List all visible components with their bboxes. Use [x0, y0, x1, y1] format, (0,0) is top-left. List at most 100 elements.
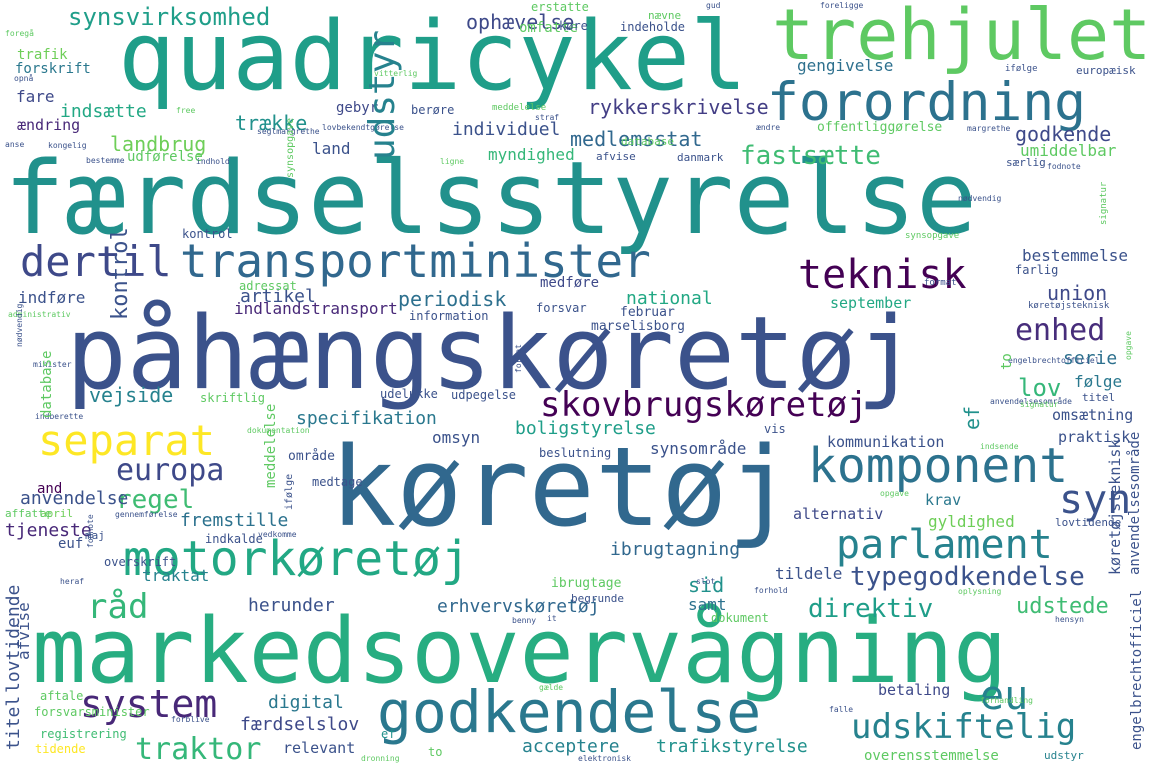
word-parlament: parlament	[836, 522, 1053, 568]
word-udstede: udstede	[1016, 594, 1109, 619]
word-straf: kongelig	[48, 141, 87, 150]
word-indsende: ændre	[756, 123, 781, 132]
word-erstatte: erstatte	[531, 0, 589, 14]
word-indlandstransport: indlandstransport	[234, 299, 398, 318]
word-indhold: slot	[696, 577, 716, 586]
word-fodnote: ef	[381, 727, 396, 741]
word-national: national	[626, 288, 713, 309]
word-anvendelsesomraade: særlig	[1006, 156, 1046, 169]
word-naad: minister	[33, 360, 72, 369]
word-medlemsstat: medlemsstat	[570, 127, 703, 151]
word-trehjulet: trehjulet	[772, 0, 1152, 76]
word-betaling: betaling	[878, 681, 951, 699]
word-udelukke: udelukke	[380, 387, 438, 401]
word-forsvarsminister: farlig	[1015, 263, 1059, 277]
word-kommunikation: kommunikation	[827, 433, 945, 451]
word-tjeneste: tjeneste	[5, 520, 92, 541]
word-kraft: heraf	[60, 577, 85, 586]
word-vedkomme: foregå	[5, 29, 34, 38]
word-erhvervskoeretoej: erhvervskøretøj	[437, 596, 600, 617]
word-anvendelse: anvendelse	[20, 488, 129, 509]
word-herunder: herunder	[248, 595, 335, 616]
word-affatte: meddelelse	[263, 403, 279, 488]
word-forhold: database	[621, 135, 674, 148]
word-ibrugtage: ibrugtage	[551, 576, 622, 591]
word-komme: straf	[535, 113, 560, 122]
word-koeretoejsteknisk: engelbrechtofficiel	[1129, 589, 1145, 750]
word-dokumentation: elektronisk	[578, 754, 631, 763]
word-bestemmelse: bestemmelse	[1022, 246, 1128, 265]
word-gyldighed: gyldighed	[928, 512, 1015, 531]
word-alternativ: alternativ	[793, 505, 884, 523]
word-system: system	[80, 682, 218, 726]
word-oplysning: afvise	[596, 150, 636, 163]
word-udskiftelig: udskiftelig	[851, 707, 1077, 747]
word-februar: februar	[620, 305, 675, 320]
word-afvise: forsvarsminister	[34, 705, 150, 719]
word-gennemfoerelse-top: opnå	[14, 74, 34, 83]
word-april: database	[39, 350, 55, 418]
word-signatur: udstyr	[1044, 749, 1084, 762]
word-ifoelge: to	[428, 745, 443, 759]
word-koeretoej: køretøj	[330, 423, 794, 551]
word-faerdselsstyrelse: færdselsstyrelse	[4, 139, 977, 257]
word-dertil: dertil	[20, 237, 172, 286]
word-paahaengskoeretoej: påhængskøretøj	[66, 294, 918, 412]
word-gaelde: format	[924, 278, 957, 288]
word-indberette: dronning	[361, 754, 400, 763]
word-forsvar: forsvar	[536, 301, 587, 315]
word-vitterlig: lovbekendtgørelse	[322, 123, 404, 132]
word-marselisborg: marselisborg	[591, 319, 685, 334]
word-forskrift: forskrift	[15, 61, 91, 77]
word-europaeisk: europæisk	[1076, 64, 1136, 77]
word-skovbrugskoeretoej: skovbrugskøretøj	[540, 385, 868, 425]
word-and: and	[37, 481, 63, 497]
word-beslutning: beslutning	[539, 446, 612, 460]
word-traktor: traktor	[135, 732, 262, 767]
word-trafikstyrelse: trafikstyrelse	[656, 736, 808, 757]
word-landbrug: landbrug	[110, 132, 207, 156]
word-bede: fodnote	[1047, 162, 1081, 171]
word-gods: fodnote	[86, 514, 95, 548]
word-opgave: lovtidende	[1055, 516, 1122, 529]
word-specifikation: specifikation	[296, 408, 437, 429]
word-beroere: berøre	[411, 103, 455, 117]
word-motorkoeretoej: motorkøretøj	[123, 531, 470, 587]
word-trafik: trafik	[17, 47, 68, 63]
word-seglmargrethe: it	[547, 614, 557, 623]
word-dansk: vedkomme	[258, 530, 297, 539]
word-relevant: relevant	[283, 739, 356, 757]
word-tilgaengelig: gud	[706, 1, 721, 10]
word-tidende: ef	[960, 405, 984, 430]
word-praktisk: praktisk	[1058, 428, 1131, 446]
word-forblive: synsopgave	[905, 231, 960, 241]
word-begrunde: begrunde	[571, 592, 624, 605]
word-typegodkendelse: typegodkendelse	[850, 562, 1085, 592]
word-separat: separat	[38, 416, 216, 465]
word-forordning: forordning	[767, 72, 1087, 133]
word-quadricykel: quadricykel	[118, 2, 748, 112]
word-lovtidende: afvise	[14, 602, 33, 660]
word-information: information	[409, 309, 489, 323]
word-eu: eu	[980, 673, 1029, 719]
word-kongelig: hensyn	[1055, 615, 1084, 624]
word-margrethe: falle	[829, 705, 854, 714]
word-indsaette: indsætte	[60, 101, 147, 122]
word-lovbekendtgoerelse: opgave	[880, 489, 909, 498]
word-lov: lov	[1018, 374, 1062, 402]
word-vis: affatte	[5, 507, 52, 520]
word-markedsovervaagning: markedsovervågning	[32, 599, 1008, 704]
word-tekstlov: format	[514, 344, 523, 373]
word-aendring: ændring	[17, 116, 81, 134]
word-gengivelse: gengivelse	[797, 56, 894, 75]
word-dronning: køretøjsteknisk	[1028, 301, 1110, 311]
word-free: signatur	[1020, 400, 1059, 409]
word-raad: råd	[87, 587, 149, 627]
word-gud: bestemme	[86, 156, 125, 165]
word-tildele: tildele	[775, 564, 843, 583]
word-benny: signatur	[1099, 181, 1109, 225]
word-not: forhandling	[980, 696, 1033, 705]
word-serie: serie	[1063, 348, 1118, 369]
word-synsvirksomhed: synsvirksomhed	[68, 3, 271, 31]
word-to: kontrol	[108, 227, 133, 320]
